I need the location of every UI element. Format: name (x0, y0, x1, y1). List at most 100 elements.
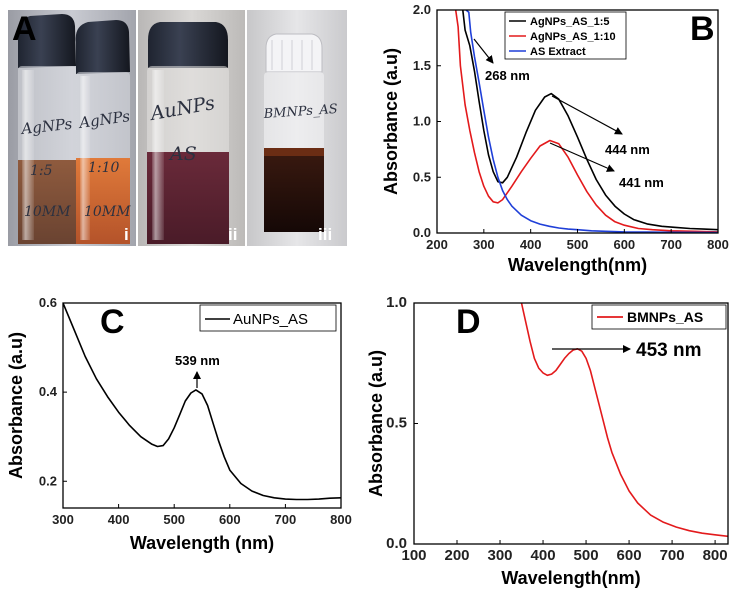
vial-highlight (80, 76, 90, 240)
legend: AuNPs_AS (199, 304, 337, 332)
annotation-label: 453 nm (636, 340, 701, 361)
photo-label: i (124, 225, 129, 244)
photo-ii: AuNPs AS ii (138, 10, 245, 246)
vial-agnps-1-5: AgNPs 1:5 10MM (17, 14, 76, 244)
x-tick-label: 700 (275, 512, 297, 527)
annotation-label: 441 nm (619, 175, 664, 190)
vial-liquid (264, 148, 324, 232)
vial-label-line: AS (168, 143, 197, 165)
x-tick-label: 200 (444, 547, 469, 564)
y-axis-label: Absorbance (a.u) (381, 48, 401, 195)
y-tick-label: 1.5 (413, 58, 431, 73)
legend-entry: AuNPs_AS (233, 311, 308, 328)
y-tick-label: 0.0 (413, 225, 431, 240)
x-tick-label: 500 (574, 547, 599, 564)
annotation-label: 539 nm (175, 353, 220, 368)
y-tick-label: 0.6 (39, 295, 57, 310)
y-axis-label: Absorbance (a.u) (366, 350, 386, 497)
vial-cap (265, 33, 323, 73)
x-axis-label: Wavelength(nm) (501, 568, 640, 588)
vial-agnps-1-10: AgNPs 1:10 10MM (75, 20, 131, 244)
x-tick-label: 300 (473, 237, 495, 252)
vial-label-line: AgNPs (19, 115, 74, 138)
series-layer (520, 303, 728, 538)
y-axis-label: Absorbance (a.u) (6, 332, 26, 479)
series-line-aunps-as (63, 303, 341, 501)
photo-iii: BMNPs_AS iii (247, 10, 347, 246)
panel-letter-b: B (690, 10, 715, 48)
series-layer (454, 10, 718, 233)
chart-c: 300 400 500 600 700 800 0.2 0.4 0.6 Wavelength (… (6, 295, 352, 553)
y-tick-label: 2.0 (413, 2, 431, 17)
photo-i: AgNPs 1:5 10MM AgNPs 1:10 10MM i (8, 10, 136, 246)
annotation-arrow (551, 95, 623, 135)
x-tick-label: 600 (219, 512, 241, 527)
x-axis-label: Wavelength(nm) (508, 255, 647, 275)
photo-label: iii (318, 225, 332, 244)
vial-cap (148, 22, 228, 68)
vial-cap (17, 14, 76, 68)
legend: BMNPs_AS (591, 304, 727, 330)
series-line-as-extract (465, 10, 718, 233)
vial-highlight (22, 70, 34, 240)
annotation-label: 268 nm (485, 68, 530, 83)
series-line-bmnps-as (520, 303, 728, 538)
vial-liquid-meniscus (264, 148, 324, 156)
annotation-arrow (549, 142, 615, 172)
x-tick-label: 500 (163, 512, 185, 527)
annotation-453: 453 nm (552, 340, 701, 361)
x-tick-label: 100 (401, 547, 426, 564)
x-tick-label: 700 (660, 237, 682, 252)
annotation-441: 441 nm (549, 142, 664, 190)
series-layer (63, 303, 341, 501)
chart-b: 200 300 400 500 600 700 800 0.0 0.5 1.0 1.5 2.0 Wav… (381, 2, 729, 275)
ticks-layer: 300 400 500 600 700 800 0.2 0.4 0.6 (39, 295, 352, 527)
vial-bmnps-as: BMNPs_AS (262, 33, 338, 232)
vial-aunps-as: AuNPs AS (147, 22, 229, 244)
vial-label-line: 1:5 (30, 163, 53, 179)
y-tick-label: 1.0 (386, 294, 407, 311)
vial-label-line: 10MM (24, 204, 71, 220)
series-line-agnps-as-1-10 (454, 10, 718, 233)
legend-frame (199, 304, 337, 332)
ticks-layer: 200 300 400 500 600 700 800 0.0 0.5 1.0 1.5 2.0 (413, 2, 729, 252)
x-axis-label: Wavelength (nm) (130, 533, 274, 553)
x-tick-label: 300 (52, 512, 74, 527)
legend-entry: AgNPs_AS_1:5 (530, 16, 609, 28)
x-tick-label: 400 (108, 512, 130, 527)
y-tick-label: 0.4 (39, 384, 58, 399)
plot-frame (62, 302, 342, 509)
photo-label: ii (228, 225, 237, 244)
panel-letter-d: D (456, 303, 481, 341)
y-tick-label: 0.5 (386, 415, 407, 432)
panel-letter-a: A (12, 10, 37, 48)
x-tick-label: 800 (707, 237, 729, 252)
x-tick-label: 800 (330, 512, 352, 527)
x-tick-label: 300 (488, 547, 513, 564)
x-tick-label: 400 (531, 547, 556, 564)
annotation-arrow (473, 38, 494, 64)
panel-letter-c: C (100, 303, 125, 341)
legend: AgNPs_AS_1:5 AgNPs_AS_1:10 AS Extract (504, 11, 627, 60)
chart-d: 100 200 300 400 500 600 700 800 0.0 0.5 1.0 Wavele… (366, 294, 729, 588)
x-tick-label: 500 (567, 237, 589, 252)
vial-label-line: BMNPs_AS (262, 102, 338, 122)
x-tick-label: 600 (613, 237, 635, 252)
y-tick-label: 0.5 (413, 169, 431, 184)
annotation-268: 268 nm (473, 38, 530, 83)
vial-cap (75, 20, 130, 74)
series-line-agnps-as-1-5 (462, 10, 718, 231)
x-tick-label: 600 (617, 547, 642, 564)
annotation-539: 539 nm (175, 353, 220, 388)
legend-entry: AS Extract (530, 46, 586, 58)
panel-a: AgNPs 1:5 10MM AgNPs 1:10 10MM i (8, 10, 347, 246)
annotation-444: 444 nm (551, 95, 650, 157)
annotation-label: 444 nm (605, 142, 650, 157)
x-tick-label: 400 (520, 237, 542, 252)
y-tick-label: 1.0 (413, 114, 431, 129)
legend-entry: AgNPs_AS_1:10 (530, 31, 616, 43)
legend-entry: BMNPs_AS (627, 309, 703, 325)
x-tick-label: 800 (703, 547, 728, 564)
ticks-layer: 100 200 300 400 500 600 700 800 0.0 0.5 1.0 (386, 294, 727, 564)
